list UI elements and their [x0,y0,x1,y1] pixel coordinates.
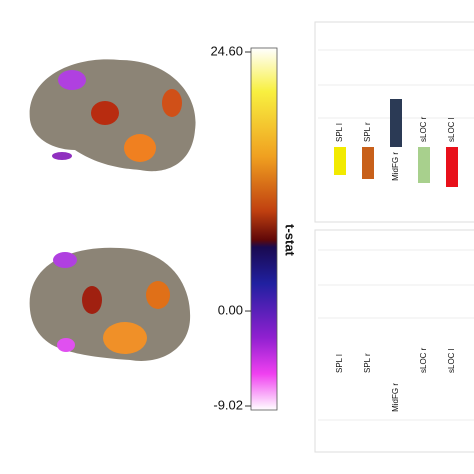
bar-label: MidFG r [391,383,400,412]
bar [418,378,430,390]
bar [334,147,346,175]
bar [362,147,374,179]
tick-label: -9.02 [213,397,243,412]
chart-frame [314,229,474,453]
bar-label: SPL r [363,122,372,142]
bar-label: sLOC r [419,347,428,373]
charts: SPL l SPL r MidFG r sLOC r sLOC l SPL l SPL r M… [334,99,458,412]
bar-label: MidFG r [391,152,400,181]
brain-bottom [29,247,191,361]
tick-label: 0.00 [218,302,243,317]
bar-label: SPL l [335,123,344,142]
bar [446,147,458,187]
colorbar [250,47,278,411]
bar-label: SPL r [363,353,372,373]
grid [318,49,474,421]
bar-label: sLOC r [419,116,428,142]
bar-label: sLOC l [447,117,456,142]
bar [418,147,430,183]
bar-label: sLOC l [447,348,456,373]
colorbar-label: t-stat [283,224,298,256]
bar [446,378,458,390]
bar [334,378,346,386]
bar [390,99,402,147]
bar [362,378,374,386]
brain-top [29,59,196,172]
bar [390,362,402,378]
tick-label: 24.60 [210,43,243,58]
chart-frame [314,21,474,223]
bar-label: SPL l [335,354,344,373]
colorbar-ticks: 24.60 0.00 -9.02 [210,43,251,412]
